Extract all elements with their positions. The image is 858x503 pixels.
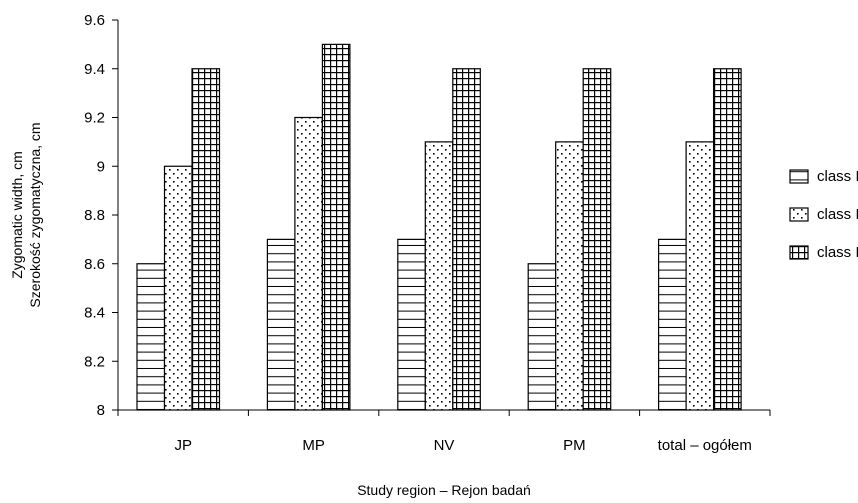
y-tick-label: 9.4 bbox=[84, 61, 105, 78]
y-tick-label: 9.2 bbox=[84, 110, 105, 127]
bar-1-total bbox=[657, 238, 687, 411]
x-axis-title: Study region – Rejon badań bbox=[357, 482, 531, 498]
bar-3-total bbox=[712, 68, 742, 411]
bars bbox=[136, 43, 742, 411]
bar-1-nv bbox=[397, 238, 426, 411]
bar-1-mp bbox=[266, 238, 296, 411]
x-tick-label: total – ogółem bbox=[658, 437, 752, 454]
bar-2-total bbox=[685, 141, 715, 411]
y-tick-label: 8 bbox=[97, 402, 105, 419]
y-tick-label: 9 bbox=[97, 158, 105, 175]
x-tick-label: MP bbox=[302, 437, 325, 454]
bar-2-nv bbox=[424, 141, 454, 411]
legend-label: class III bbox=[817, 244, 858, 261]
legend-label: class II bbox=[817, 206, 858, 223]
y-axis-title: Zygomatic width, cm Szerokość zygomatyczn… bbox=[9, 122, 43, 307]
bar-3-pm bbox=[582, 68, 612, 411]
y-tick-label: 8.4 bbox=[84, 305, 105, 322]
y-tick-label: 8.2 bbox=[84, 353, 105, 370]
legend-label: class I bbox=[817, 168, 858, 185]
bar-1-jp bbox=[136, 263, 166, 411]
bar-1-pm bbox=[527, 263, 557, 411]
x-tick-label: NV bbox=[434, 437, 455, 454]
bar-3-jp bbox=[191, 68, 221, 411]
legend-swatch bbox=[789, 207, 809, 222]
bar-3-mp bbox=[321, 43, 351, 411]
y-tick-label: 9.6 bbox=[84, 12, 105, 29]
y-axis-title-line: Zygomatic width, cm bbox=[9, 151, 25, 279]
x-tick-label: JP bbox=[174, 437, 192, 454]
bar-2-mp bbox=[294, 116, 323, 411]
legend-swatch bbox=[789, 245, 809, 260]
x-ticks: JP MP NV PM total – ogółem bbox=[117, 410, 771, 454]
legend: class I class II class III bbox=[789, 168, 858, 261]
y-tick-label: 8.8 bbox=[84, 207, 105, 224]
y-tick-label: 8.6 bbox=[84, 256, 105, 273]
legend-swatch bbox=[789, 169, 809, 184]
bar-2-jp bbox=[163, 165, 193, 411]
y-ticks: 8 8.2 8.4 8.6 8.8 9 9.2 9.4 9.6 bbox=[84, 12, 118, 419]
bar-3-nv bbox=[452, 68, 481, 411]
y-axis-title-line: Szerokość zygomatyczna, cm bbox=[27, 122, 43, 307]
bar-2-pm bbox=[555, 141, 584, 411]
x-tick-label: PM bbox=[563, 437, 586, 454]
